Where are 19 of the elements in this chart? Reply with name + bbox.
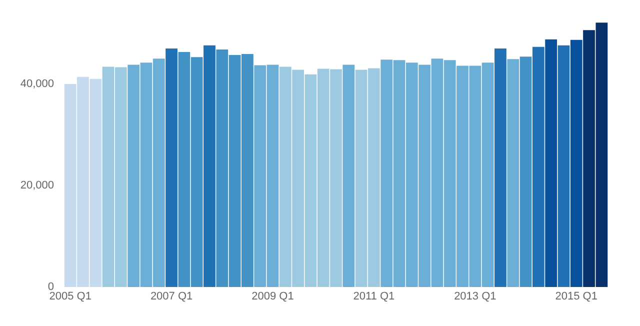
bar — [532, 46, 544, 287]
bar — [166, 48, 178, 287]
x-tick-label: 2007 Q1 — [150, 290, 193, 302]
x-tick-label: 2005 Q1 — [49, 290, 92, 302]
x-tick-label: 2015 Q1 — [555, 290, 598, 302]
bar — [342, 64, 355, 287]
x-tick-label: 2011 Q1 — [353, 290, 395, 302]
y-tick-label: 40,000 — [20, 78, 54, 90]
y-tick-label: 0 — [48, 281, 54, 293]
bar — [558, 45, 570, 287]
bar — [520, 56, 532, 287]
y-tick-label: 20,000 — [20, 179, 54, 192]
bar — [570, 40, 582, 287]
x-tick-label: 2009 Q1 — [252, 290, 294, 302]
bar — [204, 45, 216, 287]
bar — [494, 48, 506, 287]
bar — [545, 39, 558, 287]
bar — [507, 59, 520, 287]
x-tick-label: 2013 Q1 — [454, 290, 496, 302]
